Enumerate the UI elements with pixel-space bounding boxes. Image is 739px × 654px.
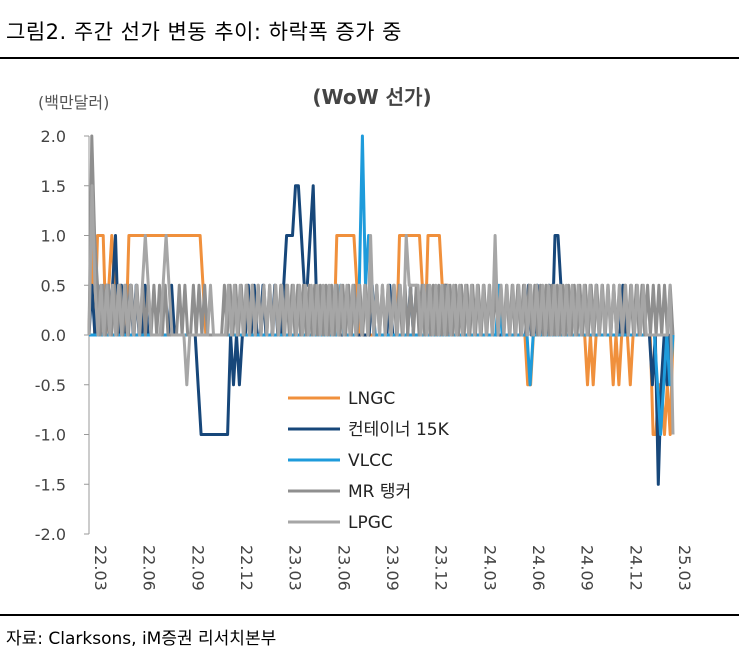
top-rule	[0, 57, 739, 59]
y-tick-label: -1.5	[35, 475, 66, 494]
y-axis: 2.0 1.5 1.0 0.5 0.0 -0.5 -1.0 -1.5 -2.0	[35, 127, 90, 544]
y-tick-label: 0.0	[41, 326, 66, 345]
x-tick-label: 22.03	[91, 545, 110, 591]
chart-title: (WoW 선가)	[312, 85, 431, 109]
legend: LNGC 컨테이너 15K VLCC MR 탱커 LPGC	[288, 389, 450, 533]
x-tick-label: 24.03	[480, 545, 499, 591]
legend-label: LPGC	[348, 513, 393, 533]
x-tick-label: 24.12	[626, 545, 645, 591]
source-note: 자료: Clarksons, iM증권 리서치본부	[6, 629, 277, 649]
y-tick-label: 1.0	[41, 227, 66, 246]
x-tick-label: 22.06	[140, 545, 159, 591]
x-tick-label: 25.03	[675, 545, 694, 591]
x-tick-label: 24.09	[578, 545, 597, 591]
series-lines	[87, 134, 675, 486]
x-tick-label: 23.09	[383, 545, 402, 591]
figure-title: 그림2. 주간 선가 변동 추이: 하락폭 증가 중	[6, 20, 402, 44]
x-tick-label: 22.09	[188, 545, 207, 591]
x-tick-label: 24.06	[529, 545, 548, 591]
x-tick-label: 23.06	[334, 545, 353, 591]
y-tick-label: -2.0	[35, 525, 66, 544]
y-axis-unit-label: (백만달러)	[38, 93, 109, 112]
series-line-4	[87, 184, 675, 435]
y-tick-label: -0.5	[35, 376, 66, 395]
legend-label: 컨테이너 15K	[348, 420, 450, 440]
legend-label: LNGC	[348, 389, 395, 409]
legend-label: MR 탱커	[348, 482, 411, 502]
y-tick-label: 1.5	[41, 177, 66, 196]
x-tick-label: 23.12	[432, 545, 451, 591]
y-tick-label: 2.0	[41, 127, 66, 146]
x-tick-label: 22.12	[237, 545, 256, 591]
x-tick-label: 23.03	[286, 545, 305, 591]
legend-label: VLCC	[348, 451, 393, 471]
bottom-rule	[0, 614, 739, 616]
y-tick-label: 0.5	[41, 276, 66, 295]
y-tick-label: -1.0	[35, 426, 66, 445]
